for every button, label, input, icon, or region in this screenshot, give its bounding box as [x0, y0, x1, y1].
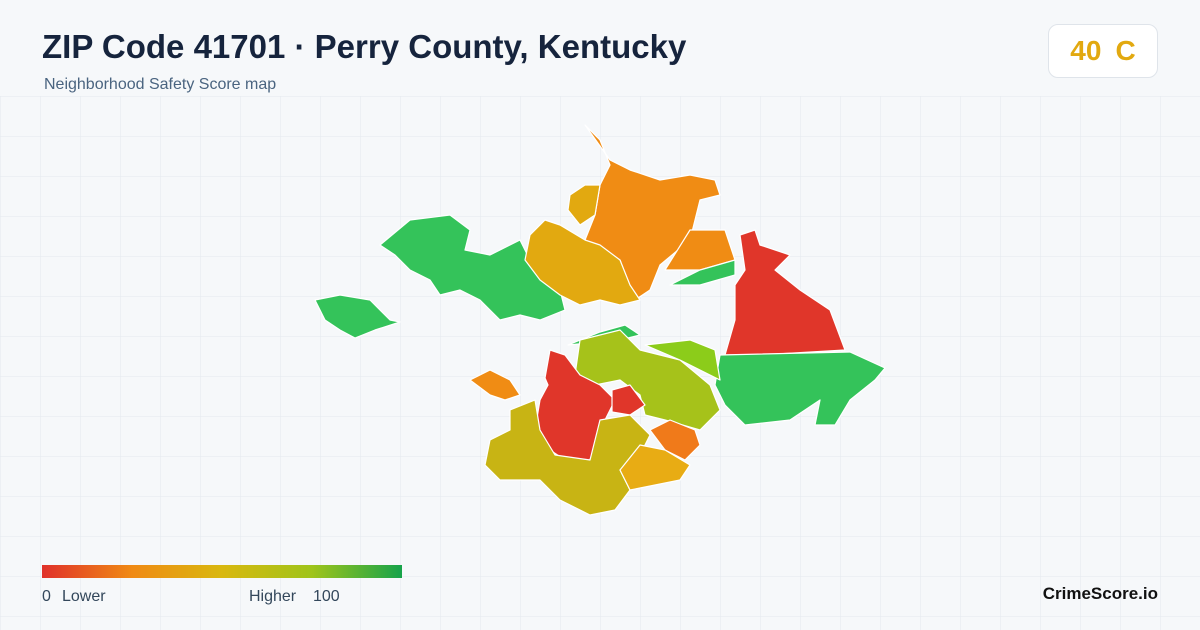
score-value: 40 [1070, 35, 1102, 66]
title: ZIP Code 41701 · Perry County, Kentucky [42, 28, 687, 65]
legend-min-label: Lower [62, 588, 106, 605]
regions [314, 124, 886, 516]
legend-min: 0 [42, 588, 51, 605]
score-grade: C [1115, 35, 1136, 66]
subtitle: Neighborhood Safety Score map [44, 76, 277, 93]
legend-max-label: Higher [249, 588, 297, 605]
legend-max: 100 [313, 588, 340, 605]
brand: CrimeScore.io [1042, 584, 1158, 603]
legend-gradient [42, 565, 402, 578]
score-badge: 40 C [1048, 24, 1158, 78]
